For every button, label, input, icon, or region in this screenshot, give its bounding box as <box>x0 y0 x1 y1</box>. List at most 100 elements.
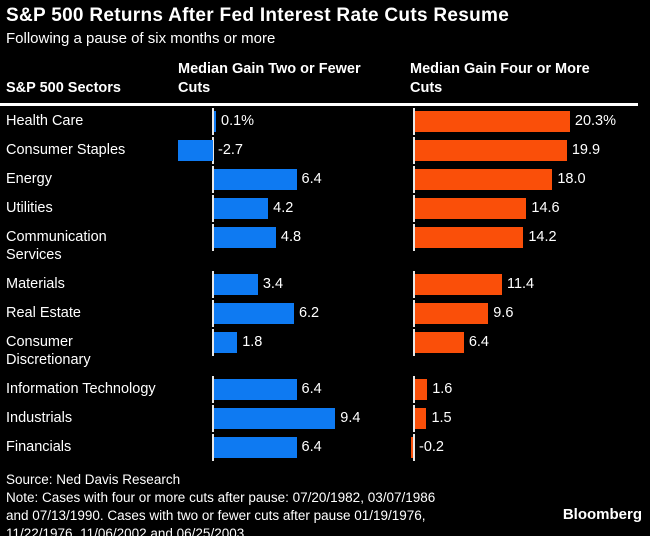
bar-value-label: 18.0 <box>557 171 586 187</box>
table-row: Communication Services 4.8 14.2 <box>0 223 650 270</box>
sector-label-line: Communication <box>6 229 107 245</box>
bar-value-label: 19.9 <box>571 142 601 158</box>
orange-bar-cell: 14.2 <box>410 223 650 252</box>
column-header-sectors: S&P 500 Sectors <box>6 80 121 96</box>
sector-label: Consumer Staples <box>0 136 178 159</box>
orange-bar-cell: 14.6 <box>410 194 650 223</box>
footer: Source: Ned Davis Research Note: Cases w… <box>0 471 650 536</box>
sector-label-line: Industrials <box>6 410 73 426</box>
bar-value-label: 1.6 <box>432 381 453 397</box>
blue-bar-cell: 3.4 <box>178 270 410 299</box>
table-row: Information Technology 6.4 1.6 <box>0 375 650 404</box>
table-row: Materials 3.4 11.4 <box>0 270 650 299</box>
header-divider <box>0 103 638 106</box>
table-row: Financials 6.4 -0.2 <box>0 433 650 462</box>
table-row: Real Estate 6.2 9.6 <box>0 299 650 328</box>
orange-bar-cell: -0.2 <box>410 433 650 462</box>
column-header-line: Median Gain Four or More <box>410 61 590 77</box>
zero-axis-line <box>413 108 415 135</box>
blue-bar-cell: 6.4 <box>178 165 410 194</box>
blue-bar <box>214 437 297 458</box>
sector-label-line: Real Estate <box>6 305 81 321</box>
bar-value-label: 1.5 <box>431 410 452 426</box>
sector-label-line: Consumer <box>6 334 73 350</box>
orange-bar <box>415 140 567 161</box>
sector-label: Health Care <box>0 107 178 130</box>
bar-value-label: 14.6 <box>531 200 560 216</box>
bar-value-label: 6.4 <box>301 171 322 187</box>
blue-bar-cell: 6.4 <box>178 375 410 404</box>
bar-value-label: 20.3% <box>574 113 616 129</box>
table-row: Industrials 9.4 1.5 <box>0 404 650 433</box>
zero-axis-line <box>212 137 214 164</box>
sector-label: Consumer Discretionary <box>0 328 178 369</box>
column-header-line: Cuts <box>178 80 211 96</box>
bar-value-label: 9.4 <box>340 410 361 426</box>
zero-axis-line <box>212 195 214 222</box>
zero-axis-line <box>413 271 415 298</box>
bar-value-label: -0.2 <box>419 439 444 455</box>
orange-bar <box>415 198 527 219</box>
bar-value-label: 6.4 <box>301 439 322 455</box>
blue-bar-cell: 4.8 <box>178 223 410 252</box>
sector-label: Materials <box>0 270 178 293</box>
sector-label-line: Materials <box>6 276 65 292</box>
blue-bar <box>214 227 276 248</box>
blue-bar <box>214 111 216 132</box>
blue-bar <box>214 198 269 219</box>
sector-label: Information Technology <box>0 375 178 398</box>
orange-bar <box>411 437 413 458</box>
orange-bar-cell: 18.0 <box>410 165 650 194</box>
zero-axis-line <box>212 108 214 135</box>
bloomberg-logo: Bloomberg <box>562 506 642 523</box>
note-line: Note: Cases with four or more cuts after… <box>6 490 436 505</box>
orange-bar <box>415 408 427 429</box>
note-line: and 07/13/1990. Cases with two or fewer … <box>6 508 426 523</box>
zero-axis-line <box>413 329 415 356</box>
table-row: Consumer Discretionary 1.8 6.4 <box>0 328 650 375</box>
table-row: Utilities 4.2 14.6 <box>0 194 650 223</box>
column-headers: S&P 500 Sectors Median Gain Two or Fewer… <box>0 60 650 98</box>
bar-value-label: 9.6 <box>493 305 514 321</box>
table-row: Consumer Staples -2.7 19.9 <box>0 136 650 165</box>
zero-axis-line <box>212 271 214 298</box>
orange-bar-cell: 19.9 <box>410 136 650 165</box>
bar-chart: Health Care 0.1% 20.3% Consumer Staples -2.7… <box>0 107 650 462</box>
orange-bar <box>415 111 570 132</box>
zero-axis-line <box>212 224 214 251</box>
zero-axis-line <box>413 195 415 222</box>
sector-label: Financials <box>0 433 178 456</box>
orange-bar <box>415 274 502 295</box>
blue-bar-cell: -2.7 <box>178 136 410 165</box>
zero-axis-line <box>212 329 214 356</box>
blue-bar <box>214 379 297 400</box>
table-row: Health Care 0.1% 20.3% <box>0 107 650 136</box>
blue-bar-cell: 6.4 <box>178 433 410 462</box>
orange-bar <box>415 379 428 400</box>
zero-axis-line <box>413 376 415 403</box>
table-row: Energy 6.4 18.0 <box>0 165 650 194</box>
sector-label: Communication Services <box>0 223 178 264</box>
zero-axis-line <box>413 224 415 251</box>
sector-label-line: Services <box>6 247 62 263</box>
sector-label: Utilities <box>0 194 178 217</box>
note-line: 11/22/1976, 11/06/2002 and 06/25/2003. <box>6 526 248 536</box>
sector-label-line: Health Care <box>6 113 84 129</box>
zero-axis-line <box>413 137 415 164</box>
orange-bar-cell: 1.5 <box>410 404 650 433</box>
blue-bar <box>214 303 294 324</box>
column-header-two-fewer-cuts: Median Gain Two or Fewer Cuts <box>178 60 410 98</box>
bar-value-label: 3.4 <box>262 276 284 292</box>
orange-bar <box>415 169 553 190</box>
sector-label: Industrials <box>0 404 178 427</box>
bar-value-label: 4.2 <box>273 200 294 216</box>
orange-bar-cell: 1.6 <box>410 375 650 404</box>
blue-bar <box>178 140 213 161</box>
orange-bar <box>415 303 489 324</box>
sector-label: Real Estate <box>0 299 178 322</box>
sector-label-line: Utilities <box>6 200 53 216</box>
zero-axis-line <box>413 434 415 461</box>
bar-value-label: 1.8 <box>242 334 263 350</box>
column-header-line: Median Gain Two or Fewer <box>178 61 361 77</box>
